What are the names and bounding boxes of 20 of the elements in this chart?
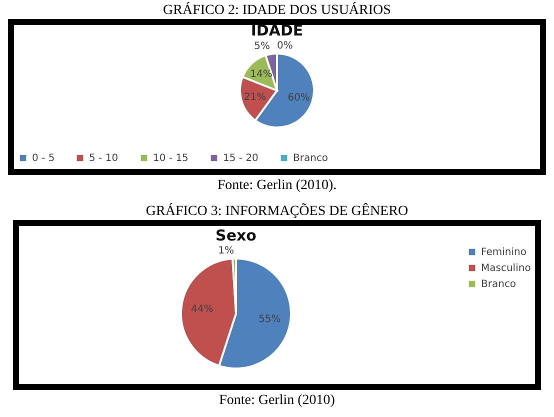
data-label: 60% <box>288 92 310 104</box>
data-label: 5% <box>254 41 270 52</box>
legend-label: Branco <box>481 279 516 290</box>
legend-label: 10 - 15 <box>153 153 188 164</box>
text: GRÁFICO 3: INFORMAÇÕES DE GÊNERO <box>144 204 410 220</box>
legend-label: 5 - 10 <box>89 153 118 164</box>
data-label: 1% <box>218 246 234 257</box>
legend-label: Masculino <box>481 263 531 274</box>
legend-label: 0 - 5 <box>32 153 55 164</box>
data-label: 55% <box>258 314 281 325</box>
legend-label: 15 - 20 <box>223 153 258 164</box>
text: GRÁFICO 2: IDADE DOS USUÁRIOS <box>162 3 392 19</box>
data-label: 21% <box>244 92 266 103</box>
legend-label: Feminino <box>481 247 526 258</box>
text: 0% <box>277 40 293 52</box>
data-label: 44% <box>191 304 214 316</box>
chart-title: Sexo <box>216 226 256 245</box>
source-note: Fonte: Gerlin (2010) <box>218 393 336 409</box>
source-note: Fonte: Gerlin (2010). <box>216 178 338 194</box>
legend-label: Branco <box>293 153 328 164</box>
